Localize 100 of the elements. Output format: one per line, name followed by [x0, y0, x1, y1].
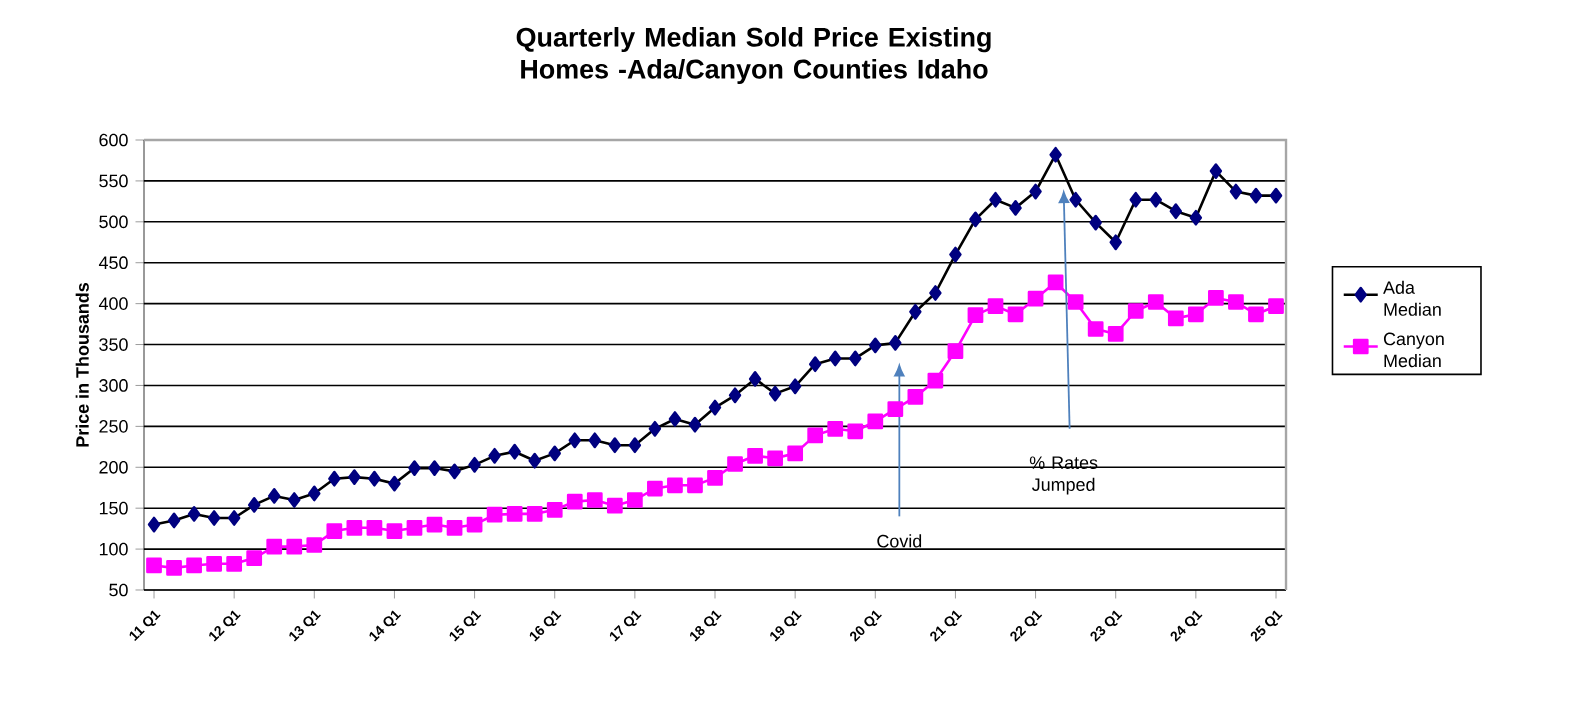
point — [286, 538, 303, 555]
point — [346, 519, 363, 536]
point — [408, 460, 421, 476]
point — [348, 469, 361, 485]
point — [227, 510, 241, 526]
y-tick-label: 500 — [99, 215, 128, 229]
legend-label: Ada Median — [1383, 280, 1441, 316]
point — [528, 452, 541, 469]
point — [428, 460, 441, 476]
point — [1087, 321, 1104, 337]
point — [1029, 183, 1042, 200]
point — [1149, 191, 1163, 208]
point — [1027, 290, 1044, 307]
y-tick-label: 50 — [109, 583, 128, 597]
point — [849, 350, 862, 367]
point — [827, 420, 844, 437]
point — [707, 470, 723, 486]
point — [466, 516, 483, 533]
y-axis-title: Price in Thousands — [75, 283, 89, 447]
point — [828, 350, 842, 367]
point — [187, 506, 201, 522]
point — [308, 485, 321, 502]
point — [306, 537, 323, 553]
y-tick-label: 550 — [99, 174, 128, 188]
point — [887, 401, 904, 418]
point — [448, 463, 461, 480]
point — [568, 432, 581, 449]
point — [869, 337, 882, 354]
point — [626, 492, 643, 508]
y-tick-label: 150 — [99, 501, 128, 515]
point — [1229, 183, 1243, 200]
point — [1249, 187, 1263, 204]
point — [588, 432, 602, 449]
y-tick-label: 350 — [99, 338, 128, 351]
point — [808, 356, 822, 373]
point — [388, 475, 401, 492]
point — [947, 343, 964, 359]
y-tick-label: 200 — [99, 460, 128, 474]
point — [909, 303, 922, 320]
point — [967, 307, 984, 323]
point — [667, 477, 683, 494]
point — [1189, 209, 1203, 226]
point — [328, 470, 341, 487]
y-tick-label: 100 — [99, 542, 128, 556]
point — [708, 399, 722, 416]
point — [1047, 274, 1064, 291]
point — [167, 512, 181, 529]
point — [548, 445, 561, 462]
point — [747, 447, 763, 464]
point — [246, 550, 263, 566]
point — [1228, 294, 1244, 310]
point — [226, 555, 243, 572]
point — [1049, 146, 1062, 163]
point — [767, 450, 783, 467]
point — [768, 385, 782, 402]
point — [1209, 163, 1223, 179]
y-tick-label: 600 — [99, 133, 128, 147]
point — [1248, 306, 1264, 323]
y-tick-label: 450 — [98, 256, 128, 270]
point — [628, 437, 642, 454]
point — [288, 492, 301, 508]
point — [688, 416, 702, 433]
point — [606, 497, 623, 514]
point — [787, 445, 804, 462]
point — [847, 423, 864, 440]
point — [468, 456, 481, 473]
point — [366, 519, 383, 536]
point — [989, 191, 1002, 208]
point — [406, 519, 423, 536]
point — [1109, 234, 1122, 251]
y-tick-label: 300 — [99, 379, 128, 392]
point — [1007, 306, 1024, 323]
point — [889, 335, 902, 351]
point — [207, 510, 221, 526]
y-tick-label: 400 — [98, 297, 128, 310]
chart-title: Quarterly Median Sold Price Existing Homes -Ada/Canyon Counties Idaho — [516, 27, 991, 84]
point — [368, 470, 381, 487]
point — [727, 456, 743, 472]
point — [1069, 191, 1082, 208]
point — [326, 523, 343, 539]
point — [647, 480, 663, 497]
point — [1009, 200, 1022, 216]
point — [987, 298, 1004, 314]
point — [386, 523, 403, 539]
point — [586, 492, 603, 508]
y-tick-label: 250 — [99, 420, 128, 433]
point — [1089, 214, 1102, 231]
point — [1169, 203, 1183, 220]
point — [266, 538, 283, 555]
point — [1067, 294, 1084, 310]
point — [907, 389, 924, 405]
point — [1129, 191, 1142, 208]
point — [1107, 326, 1124, 342]
point — [546, 501, 563, 518]
point — [446, 519, 463, 536]
point — [488, 447, 501, 464]
point — [566, 493, 583, 510]
point — [268, 488, 281, 504]
point — [1167, 310, 1184, 327]
point — [426, 516, 443, 533]
